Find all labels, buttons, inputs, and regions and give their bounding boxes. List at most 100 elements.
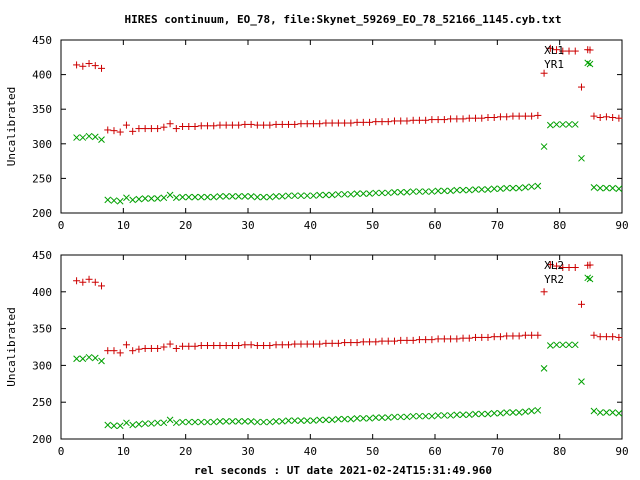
data-point xyxy=(73,61,81,69)
y-tick-label: 400 xyxy=(32,286,52,299)
data-point xyxy=(397,117,405,125)
data-point xyxy=(534,182,542,190)
data-point xyxy=(397,413,405,421)
data-point xyxy=(98,136,105,144)
data-point xyxy=(129,196,137,204)
data-point xyxy=(434,412,442,419)
data-point xyxy=(247,417,255,425)
data-point xyxy=(310,192,317,200)
series-YR2 xyxy=(73,274,623,430)
data-point xyxy=(166,340,174,348)
data-point xyxy=(540,143,548,150)
data-point xyxy=(104,421,112,429)
data-point xyxy=(247,120,255,128)
data-point xyxy=(534,331,542,339)
data-point xyxy=(509,332,517,340)
data-point xyxy=(316,191,324,199)
data-point xyxy=(303,417,311,424)
x-tick-label: 60 xyxy=(428,219,441,232)
data-point xyxy=(577,300,585,308)
data-point xyxy=(160,194,168,202)
data-point xyxy=(135,345,143,353)
data-point xyxy=(490,409,498,417)
data-point xyxy=(110,127,118,135)
data-point xyxy=(472,333,480,341)
data-point xyxy=(472,410,479,418)
data-point xyxy=(553,341,560,349)
data-point xyxy=(203,122,211,130)
data-point xyxy=(272,341,280,349)
data-point xyxy=(179,418,186,426)
data-point xyxy=(328,416,336,424)
x-tick-label: 60 xyxy=(428,445,441,458)
data-point xyxy=(596,114,604,122)
data-point xyxy=(291,192,299,200)
y-tick-label: 250 xyxy=(32,172,52,185)
data-point xyxy=(416,188,423,195)
data-point xyxy=(559,121,567,128)
data-point xyxy=(391,413,398,421)
data-point xyxy=(129,421,137,429)
data-point xyxy=(384,189,392,197)
y-tick-label: 350 xyxy=(32,323,52,336)
data-point xyxy=(141,420,149,427)
data-point xyxy=(353,118,361,126)
data-point xyxy=(472,114,480,122)
data-point xyxy=(260,418,267,426)
data-point xyxy=(328,191,336,199)
data-point xyxy=(216,417,224,425)
data-point xyxy=(359,338,367,346)
data-point xyxy=(534,406,542,414)
data-point xyxy=(571,341,579,349)
data-point xyxy=(185,123,193,130)
data-point xyxy=(278,417,286,425)
data-point xyxy=(559,341,567,349)
data-point xyxy=(521,331,529,339)
data-point xyxy=(378,414,386,422)
data-point xyxy=(235,193,243,200)
data-point xyxy=(341,339,349,347)
data-point xyxy=(366,190,373,197)
data-point xyxy=(584,274,592,282)
data-point xyxy=(509,184,517,192)
data-point xyxy=(241,417,249,425)
data-point xyxy=(241,341,249,349)
data-point xyxy=(453,411,461,419)
data-point xyxy=(372,414,380,422)
data-point xyxy=(428,336,436,344)
data-point xyxy=(447,187,454,195)
data-point xyxy=(602,333,610,341)
data-point xyxy=(366,415,373,422)
data-point xyxy=(447,412,454,419)
data-point xyxy=(434,187,442,195)
data-point xyxy=(303,340,311,348)
data-point xyxy=(578,154,585,162)
data-point xyxy=(266,121,274,129)
data-point xyxy=(291,417,299,424)
data-point xyxy=(235,121,243,129)
data-point xyxy=(303,120,311,128)
data-point xyxy=(141,344,149,352)
data-point xyxy=(596,409,604,416)
data-point xyxy=(291,340,299,348)
data-point xyxy=(565,341,573,349)
x-tick-label: 90 xyxy=(615,219,628,232)
data-point xyxy=(478,333,486,341)
data-point xyxy=(484,186,492,193)
data-point xyxy=(584,59,592,67)
data-point xyxy=(596,184,604,192)
data-point xyxy=(503,332,511,340)
data-point xyxy=(484,333,492,341)
data-point xyxy=(403,413,411,421)
data-point xyxy=(615,185,623,193)
data-point xyxy=(316,340,324,348)
data-point xyxy=(434,116,442,124)
data-point xyxy=(590,331,598,339)
data-point xyxy=(235,417,243,425)
data-point xyxy=(79,355,87,363)
data-point xyxy=(341,415,348,423)
data-point xyxy=(335,190,342,198)
data-point xyxy=(235,342,243,350)
